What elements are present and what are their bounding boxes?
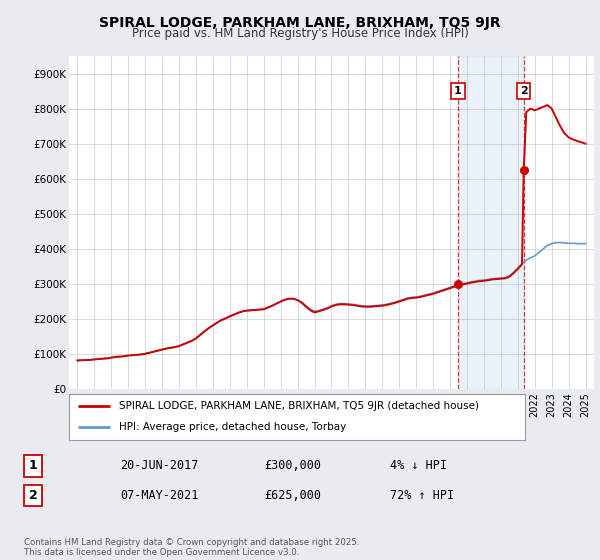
Text: Price paid vs. HM Land Registry's House Price Index (HPI): Price paid vs. HM Land Registry's House … <box>131 27 469 40</box>
Text: £625,000: £625,000 <box>264 489 321 502</box>
Text: Contains HM Land Registry data © Crown copyright and database right 2025.
This d: Contains HM Land Registry data © Crown c… <box>24 538 359 557</box>
Text: 1: 1 <box>29 459 37 473</box>
Text: 4% ↓ HPI: 4% ↓ HPI <box>390 459 447 473</box>
Text: 2: 2 <box>520 86 527 96</box>
Text: SPIRAL LODGE, PARKHAM LANE, BRIXHAM, TQ5 9JR (detached house): SPIRAL LODGE, PARKHAM LANE, BRIXHAM, TQ5… <box>119 401 479 411</box>
Text: 72% ↑ HPI: 72% ↑ HPI <box>390 489 454 502</box>
Text: 1: 1 <box>454 86 462 96</box>
Bar <box>458 56 524 389</box>
Text: SPIRAL LODGE, PARKHAM LANE, BRIXHAM, TQ5 9JR: SPIRAL LODGE, PARKHAM LANE, BRIXHAM, TQ5… <box>99 16 501 30</box>
Text: HPI: Average price, detached house, Torbay: HPI: Average price, detached house, Torb… <box>119 422 346 432</box>
Text: 20-JUN-2017: 20-JUN-2017 <box>120 459 199 473</box>
Text: 2: 2 <box>29 489 37 502</box>
Text: £300,000: £300,000 <box>264 459 321 473</box>
Text: 07-MAY-2021: 07-MAY-2021 <box>120 489 199 502</box>
